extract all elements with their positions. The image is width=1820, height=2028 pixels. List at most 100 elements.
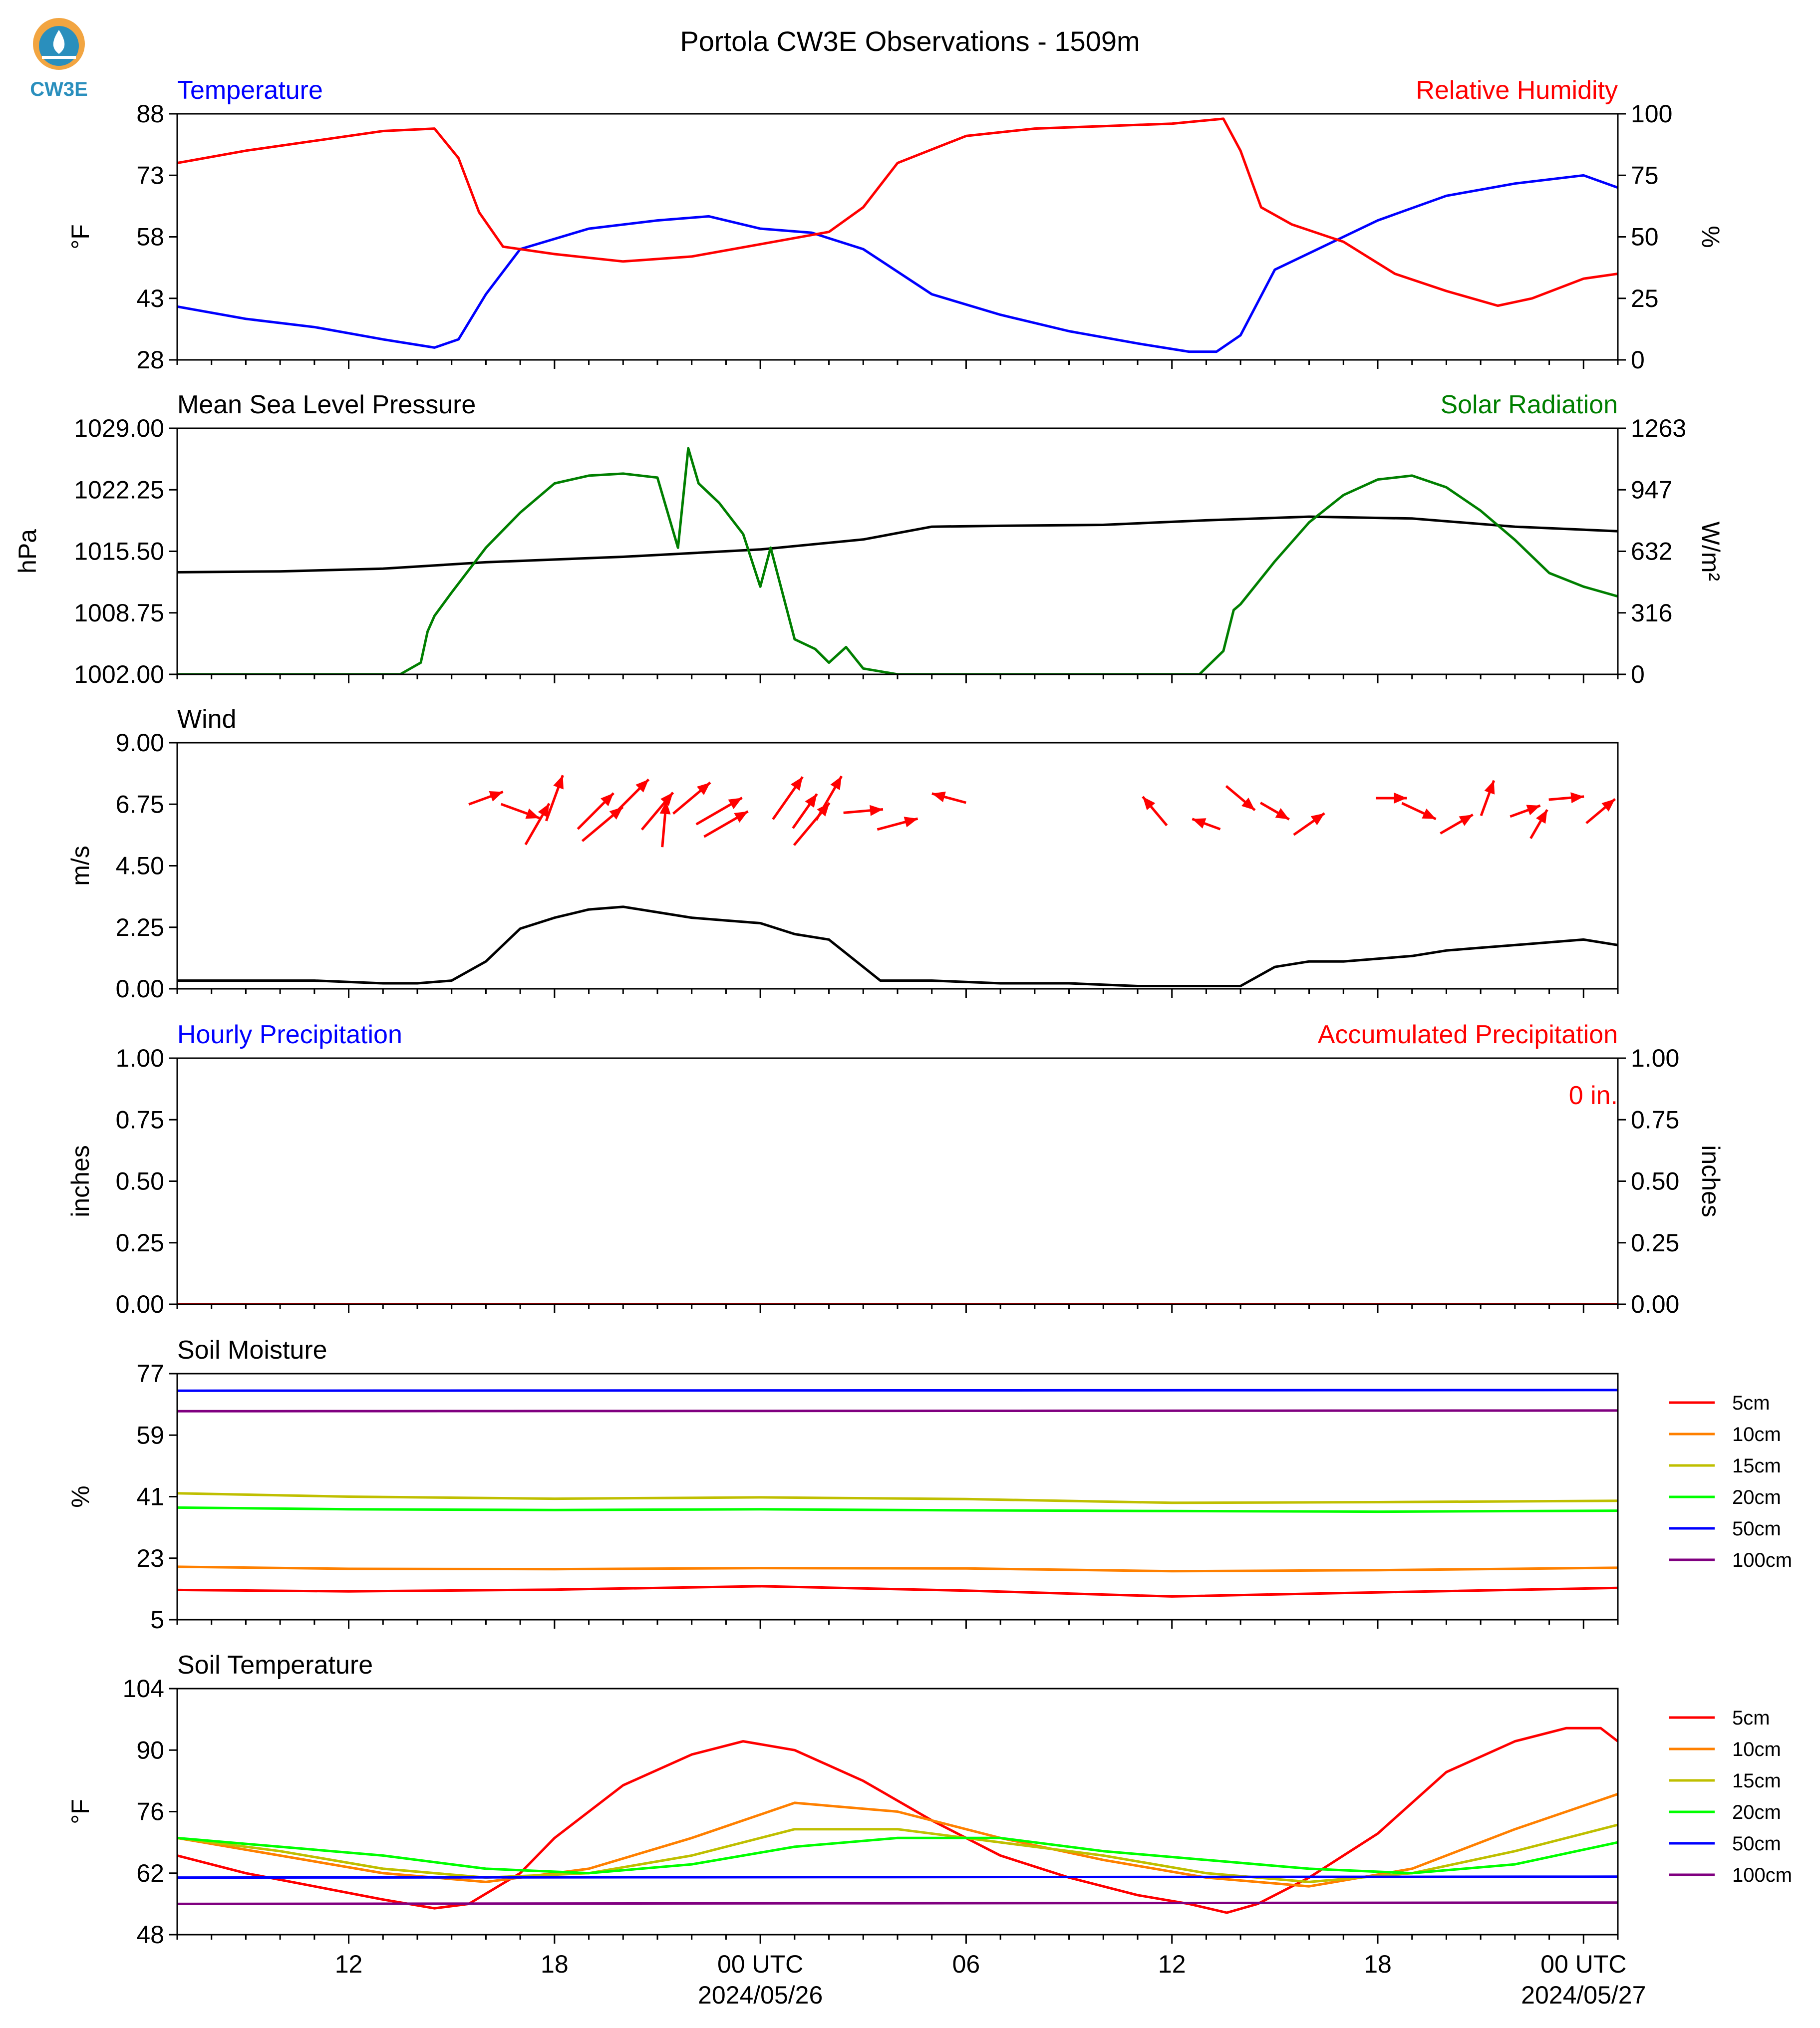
wind-arrow (500, 803, 540, 820)
wind-arrow (772, 776, 804, 820)
y-tick-label: 90 (136, 1736, 164, 1764)
wind-arrow (640, 792, 674, 831)
wind-arrow (1440, 813, 1474, 835)
wind-arrow-head (1601, 799, 1615, 812)
y-tick-label: 0.50 (116, 1167, 164, 1195)
series-line-5cm (177, 1585, 1618, 1598)
y-axis-label: % (66, 1485, 94, 1507)
plot-frame (176, 113, 1619, 361)
x-tick-label: 06 (952, 1950, 980, 1978)
x-tick-label: 18 (1364, 1950, 1392, 1978)
legend-label: 5cm (1732, 1392, 1770, 1414)
y-axis-label-right: W/m² (1697, 522, 1725, 581)
panel-title: Temperature (177, 76, 323, 105)
wind-arrow (545, 775, 564, 822)
wind-arrow (815, 775, 843, 821)
y-tick-label-right: 0.00 (1631, 1290, 1679, 1318)
wind-arrow-head (538, 803, 550, 818)
y-tick-label-right: 0.75 (1631, 1106, 1679, 1134)
legend-label: 100cm (1732, 1864, 1792, 1886)
wind-arrow-head (728, 798, 742, 809)
wind-arrow-head (870, 805, 883, 816)
wind-arrow (1259, 802, 1290, 821)
wind-arrow-head (1484, 780, 1495, 795)
y-tick-label-right: 1263 (1631, 414, 1686, 442)
plot-frame (176, 1688, 1619, 1936)
series-line-wind-speed (177, 905, 1618, 987)
wind-arrow (672, 781, 711, 815)
y-tick-label: 41 (136, 1483, 164, 1511)
x-tick-label: 12 (335, 1950, 363, 1978)
wind-arrow-head (734, 811, 748, 823)
wind-arrow (877, 817, 918, 831)
series-line-50cm (177, 1389, 1618, 1392)
wind-arrow (843, 805, 884, 816)
legend-label: 15cm (1732, 1455, 1781, 1477)
y-tick-label: 0.75 (116, 1106, 164, 1134)
wind-arrow (703, 810, 749, 838)
wind-arrow-head (553, 775, 564, 790)
accumulation-annotation: 0 in. (1569, 1081, 1618, 1110)
series-line-temperature (177, 174, 1618, 353)
wind-arrow-head (697, 782, 710, 795)
panel-title: Wind (177, 705, 236, 734)
panel-title: Mean Sea Level Pressure (177, 390, 476, 419)
y-axis-label-right: inches (1697, 1145, 1725, 1217)
series-group (177, 775, 1618, 987)
depth-legend: 5cm 10cm 15cm 20cm 50cm 100cm (1669, 1392, 1792, 1571)
panel-title-right: Solar Radiation (1440, 390, 1618, 419)
wind-arrow (1225, 785, 1256, 812)
panel-title: Soil Temperature (177, 1651, 373, 1680)
wind-arrow (931, 791, 966, 804)
y-axis-label-right: % (1697, 226, 1725, 248)
cw3e-logo: CW3E (30, 18, 88, 100)
soil-moisture-panel: 77 59 41 23 5% Soil Moisture 5cm 10cm 15cm 20cm 50… (66, 1336, 1792, 1634)
y-tick-label: 88 (136, 100, 164, 128)
x-tick-label: 18 (541, 1950, 569, 1978)
wind-arrow-head (601, 793, 614, 807)
y-tick-label: 58 (136, 223, 164, 251)
x-tick-label: 12 (1158, 1950, 1186, 1978)
wind-arrow-head (805, 794, 817, 808)
y-tick-label: 1008.75 (74, 599, 164, 627)
plot-frame (176, 427, 1619, 675)
y-axis-label: inches (66, 1145, 94, 1217)
series-line-mean-sea-level-pressure (177, 515, 1618, 574)
y-tick-label-right: 632 (1631, 538, 1672, 566)
panel-title: Hourly Precipitation (177, 1020, 402, 1049)
wind-arrow (1585, 798, 1616, 825)
y-tick-label: 1.00 (116, 1044, 164, 1072)
series-line-100cm (177, 1901, 1618, 1905)
wind-arrow (1293, 812, 1325, 836)
wind-arrow-head (1422, 808, 1436, 819)
wind-arrow-head (1536, 810, 1547, 824)
y-tick-label: 2.25 (116, 913, 164, 941)
series-group (177, 117, 1618, 353)
wind-arrow (1192, 818, 1221, 831)
x-tick-label: 00 UTC (717, 1950, 803, 1978)
y-tick-label-right: 25 (1631, 285, 1659, 312)
y-tick-label: 1022.25 (74, 476, 164, 504)
y-tick-label: 1029.00 (74, 414, 164, 442)
series-line-10cm (177, 1792, 1618, 1888)
wind-arrow (1401, 802, 1437, 821)
y-tick-label-right: 100 (1631, 100, 1672, 128)
y-tick-label: 62 (136, 1859, 164, 1887)
y-axis-label: °F (66, 1799, 94, 1824)
y-tick-label-right: 0.25 (1631, 1229, 1679, 1257)
y-tick-label-right: 0 (1631, 660, 1645, 688)
y-tick-label-right: 947 (1631, 476, 1672, 504)
wind-arrow (792, 793, 818, 829)
y-tick-label: 1002.00 (74, 660, 164, 688)
wind-arrow (1376, 792, 1407, 804)
x-date-label: 2024/05/26 (698, 1981, 823, 2009)
wind-arrow (1142, 796, 1168, 827)
wind-arrow-head (931, 791, 946, 803)
y-axis-label: m/s (66, 846, 94, 886)
wind-arrow (1510, 804, 1541, 818)
depth-legend: 5cm 10cm 15cm 20cm 50cm 100cm (1669, 1707, 1792, 1886)
panel-title-right: Accumulated Precipitation (1318, 1020, 1618, 1049)
logo-drop-icon (53, 30, 65, 54)
wind-arrow-head (1570, 792, 1584, 804)
